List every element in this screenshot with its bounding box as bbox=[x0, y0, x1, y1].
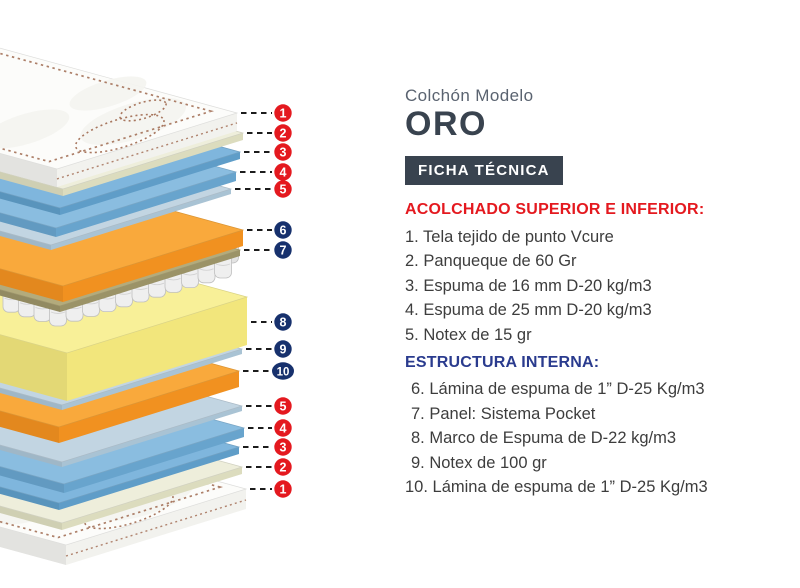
svg-text:7: 7 bbox=[280, 243, 287, 257]
spec-item: 1. Tela tejido de punto Vcure bbox=[405, 227, 614, 246]
spec-heading-acolchado: ACOLCHADO SUPERIOR E INFERIOR: bbox=[405, 200, 705, 218]
model-name: ORO bbox=[405, 105, 487, 143]
spec-item: 9. Notex de 100 gr bbox=[411, 453, 547, 472]
svg-text:1: 1 bbox=[280, 106, 287, 120]
spec-item: 2. Panqueque de 60 Gr bbox=[405, 252, 577, 271]
spec-item: 7. Panel: Sistema Pocket bbox=[411, 404, 596, 423]
spec-item: 8. Marco de Espuma de D-22 kg/m3 bbox=[411, 429, 677, 448]
spec-list-interna: 6. Lámina de espuma de 1” D-25 Kg/m3 7. … bbox=[405, 377, 755, 500]
svg-text:9: 9 bbox=[280, 342, 287, 356]
callout-7-panel-pocket: 7 bbox=[274, 241, 292, 259]
svg-text:5: 5 bbox=[280, 182, 287, 196]
callout-5-notex-15-inferior: 5 bbox=[274, 397, 292, 415]
spec-panel: Colchón Modelo ORO FICHA TÉCNICA ACOLCHA… bbox=[405, 86, 755, 500]
svg-text:2: 2 bbox=[280, 126, 287, 140]
svg-text:3: 3 bbox=[280, 145, 287, 159]
spec-item: 5. Notex de 15 gr bbox=[405, 325, 532, 344]
callout-3-espuma-16-inferior: 3 bbox=[274, 438, 292, 456]
callout-9-notex-100: 9 bbox=[274, 340, 292, 358]
callout-8-marco-espuma: 8 bbox=[274, 313, 292, 331]
model-label: Colchón Modelo bbox=[405, 86, 534, 105]
callout-4-espuma-25-inferior: 4 bbox=[274, 419, 292, 437]
callout-3-espuma-16-superior: 3 bbox=[274, 143, 292, 161]
svg-text:10: 10 bbox=[277, 366, 290, 378]
svg-text:4: 4 bbox=[280, 165, 287, 179]
callout-2-panqueque-inferior: 2 bbox=[274, 458, 292, 476]
callout-5-notex-15-superior: 5 bbox=[274, 180, 292, 198]
callout-4-espuma-25-superior: 4 bbox=[274, 163, 292, 181]
section-acolchado: ACOLCHADO SUPERIOR E INFERIOR: 1. Tela t… bbox=[405, 201, 755, 348]
spec-heading-interna: ESTRUCTURA INTERNA: bbox=[405, 354, 600, 372]
spec-sections: ACOLCHADO SUPERIOR E INFERIOR: 1. Tela t… bbox=[405, 201, 755, 500]
spec-item: 3. Espuma de 16 mm D-20 kg/m3 bbox=[405, 276, 652, 295]
callout-1-tela-superior: 1 bbox=[274, 104, 292, 122]
svg-text:8: 8 bbox=[280, 315, 287, 329]
callout-10-lamina-espuma-inferior: 10 bbox=[272, 362, 294, 380]
spec-item: 6. Lámina de espuma de 1” D-25 Kg/m3 bbox=[411, 380, 705, 399]
svg-text:2: 2 bbox=[280, 460, 287, 474]
spec-list-acolchado: 1. Tela tejido de punto Vcure 2. Panqueq… bbox=[405, 225, 755, 348]
svg-text:4: 4 bbox=[280, 421, 287, 435]
callout-2-panqueque-superior: 2 bbox=[274, 124, 292, 142]
layer-tela-superior bbox=[0, 47, 239, 187]
svg-text:1: 1 bbox=[280, 482, 287, 496]
callout-6-lamina-espuma-superior: 6 bbox=[274, 221, 292, 239]
spec-item: 10. Lámina de espuma de 1” D-25 Kg/m3 bbox=[405, 478, 708, 497]
svg-text:5: 5 bbox=[280, 399, 287, 413]
svg-text:3: 3 bbox=[280, 440, 287, 454]
callout-1-tela-inferior: 1 bbox=[274, 480, 292, 498]
ficha-tecnica-badge: FICHA TÉCNICA bbox=[405, 155, 563, 185]
spec-item: 4. Espuma de 25 mm D-20 kg/m3 bbox=[405, 301, 652, 320]
section-interna: ESTRUCTURA INTERNA: 6. Lámina de espuma … bbox=[405, 354, 755, 500]
svg-text:6: 6 bbox=[280, 223, 287, 237]
